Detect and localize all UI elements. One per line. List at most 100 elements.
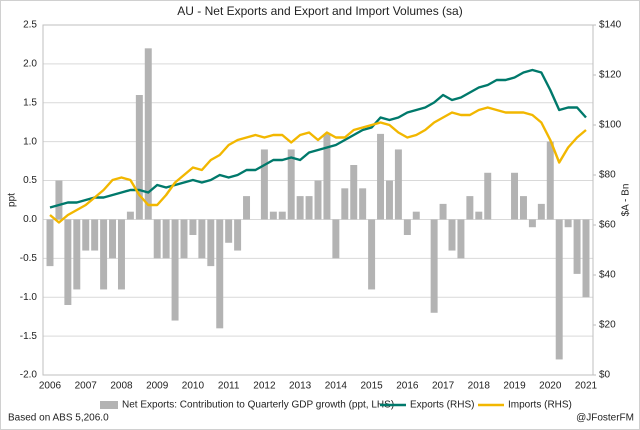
bar	[189, 219, 197, 235]
legend-label: Exports (RHS)	[410, 400, 474, 411]
bar	[448, 219, 456, 251]
x-tick-label: 2007	[75, 381, 98, 392]
bar	[564, 219, 572, 228]
bar	[341, 188, 349, 220]
bar	[377, 133, 385, 220]
y2-tick-label: $20	[599, 320, 616, 331]
bar	[332, 219, 340, 259]
bar	[109, 219, 117, 259]
x-tick-label: 2009	[146, 381, 169, 392]
bar	[287, 149, 295, 220]
bar	[359, 188, 367, 220]
y-axis-label: ppt	[7, 193, 18, 207]
y-tick-label: 2.5	[23, 20, 37, 31]
y2-axis-label: $A - Bn	[621, 184, 632, 217]
bar	[46, 219, 54, 267]
y2-tick-label: $0	[599, 370, 611, 381]
x-tick-label: 2014	[325, 381, 348, 392]
bar	[582, 219, 590, 298]
y-tick-label: -0.5	[20, 253, 38, 264]
bar	[511, 172, 519, 220]
x-tick-label: 2019	[503, 381, 526, 392]
bar	[126, 211, 134, 220]
legend-swatch	[100, 401, 118, 409]
bar	[385, 180, 393, 220]
bar	[180, 219, 188, 259]
x-tick-label: 2016	[396, 381, 419, 392]
bar	[537, 203, 545, 220]
bar	[225, 219, 233, 243]
x-tick-label: 2021	[575, 381, 598, 392]
y-tick-label: 0.5	[23, 175, 37, 186]
bar	[278, 211, 286, 220]
bar	[198, 219, 206, 259]
bar	[91, 219, 99, 251]
bar	[475, 211, 483, 220]
bar	[368, 219, 376, 290]
y2-tick-label: $140	[599, 20, 622, 31]
bar	[269, 211, 277, 220]
bar	[528, 219, 536, 228]
x-tick-label: 2010	[182, 381, 205, 392]
bar	[394, 149, 402, 220]
y-tick-label: -1.5	[20, 331, 38, 342]
x-tick-label: 2012	[253, 381, 276, 392]
bar	[260, 149, 268, 220]
bar	[117, 219, 125, 290]
x-tick-label: 2013	[289, 381, 312, 392]
bar	[153, 219, 161, 259]
bar	[305, 196, 313, 220]
y2-tick-label: $100	[599, 120, 622, 131]
x-tick-label: 2006	[39, 381, 62, 392]
bar	[457, 219, 465, 259]
legend-label: Net Exports: Contribution to Quarterly G…	[122, 400, 394, 411]
bar	[162, 219, 170, 259]
bar	[573, 219, 581, 274]
bar	[216, 219, 224, 329]
y-tick-label: -2.0	[20, 370, 38, 381]
chart-title: AU - Net Exports and Export and Import V…	[177, 4, 462, 18]
bar	[466, 196, 474, 220]
bar	[555, 219, 563, 360]
bar	[430, 219, 438, 313]
bar	[484, 172, 492, 220]
bar	[64, 219, 72, 305]
line	[49, 68, 587, 209]
y2-tick-label: $120	[599, 70, 622, 81]
bar	[296, 196, 304, 220]
y2-tick-label: $40	[599, 270, 616, 281]
y-tick-label: 0.0	[23, 214, 37, 225]
bar	[73, 219, 81, 290]
bar	[82, 219, 90, 251]
bar	[350, 165, 358, 220]
plot-border	[42, 24, 594, 376]
bar	[207, 219, 215, 267]
y-tick-label: 1.5	[23, 97, 37, 108]
x-tick-label: 2020	[539, 381, 562, 392]
x-tick-label: 2015	[360, 381, 383, 392]
x-tick-label: 2008	[110, 381, 133, 392]
bar	[519, 196, 527, 220]
source-note: Based on ABS 5,206.0	[8, 413, 109, 424]
bar	[144, 48, 152, 220]
bar	[135, 95, 143, 220]
bar	[100, 219, 108, 290]
legend-label: Imports (RHS)	[508, 400, 572, 411]
bar	[323, 133, 331, 220]
bar	[171, 219, 179, 321]
bar	[55, 180, 63, 220]
x-tick-label: 2017	[432, 381, 455, 392]
y-tick-label: 2.0	[23, 59, 37, 70]
credit-note: @JFosterFM	[576, 413, 634, 424]
y-tick-label: -1.0	[20, 292, 38, 303]
x-tick-label: 2018	[468, 381, 491, 392]
y2-tick-label: $80	[599, 170, 616, 181]
bar	[439, 203, 447, 220]
y2-tick-label: $60	[599, 220, 616, 231]
y-tick-label: 1.0	[23, 136, 37, 147]
bar	[403, 219, 411, 235]
bar	[412, 211, 420, 220]
line	[49, 106, 587, 224]
bar	[234, 219, 242, 251]
